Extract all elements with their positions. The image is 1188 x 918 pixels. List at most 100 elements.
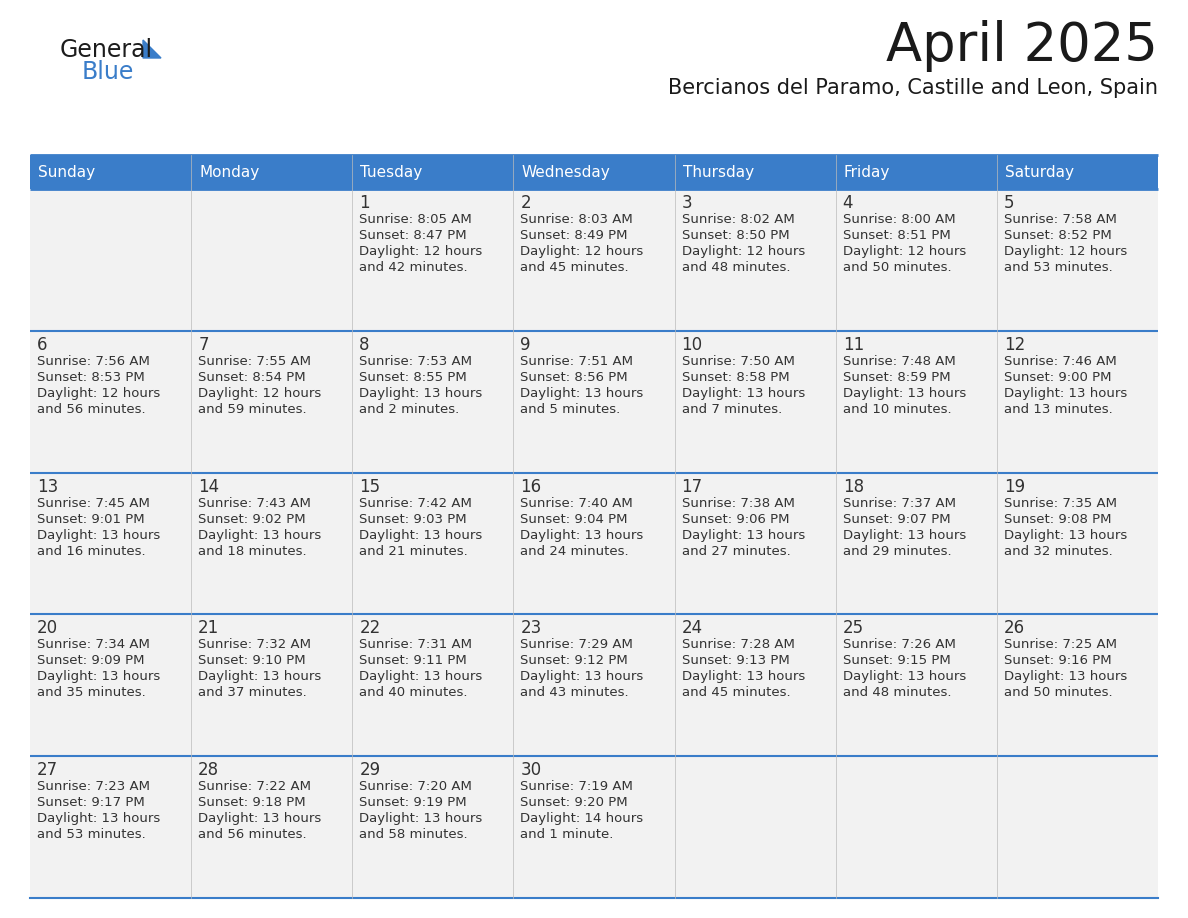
Text: and 48 minutes.: and 48 minutes. xyxy=(842,687,952,700)
Text: Monday: Monday xyxy=(200,164,259,180)
Text: Daylight: 12 hours: Daylight: 12 hours xyxy=(1004,245,1127,258)
Bar xyxy=(675,614,835,756)
Bar xyxy=(997,756,1158,898)
Text: Sunrise: 7:25 AM: Sunrise: 7:25 AM xyxy=(1004,638,1117,652)
Text: Sunset: 8:55 PM: Sunset: 8:55 PM xyxy=(359,371,467,384)
Text: and 40 minutes.: and 40 minutes. xyxy=(359,687,468,700)
Bar xyxy=(30,473,191,614)
Text: Sunrise: 7:51 AM: Sunrise: 7:51 AM xyxy=(520,354,633,368)
Text: Sunset: 8:49 PM: Sunset: 8:49 PM xyxy=(520,229,628,242)
Text: Daylight: 13 hours: Daylight: 13 hours xyxy=(842,529,966,542)
Text: and 1 minute.: and 1 minute. xyxy=(520,828,614,841)
Bar xyxy=(191,189,353,330)
Text: and 2 minutes.: and 2 minutes. xyxy=(359,403,460,416)
Text: Daylight: 13 hours: Daylight: 13 hours xyxy=(1004,386,1127,400)
Text: Sunrise: 7:32 AM: Sunrise: 7:32 AM xyxy=(198,638,311,652)
Bar xyxy=(835,330,997,473)
Bar xyxy=(997,330,1158,473)
Text: 17: 17 xyxy=(682,477,702,496)
Bar xyxy=(353,614,513,756)
Text: Sunset: 9:00 PM: Sunset: 9:00 PM xyxy=(1004,371,1111,384)
Bar xyxy=(191,473,353,614)
Bar xyxy=(675,756,835,898)
Text: Sunset: 9:13 PM: Sunset: 9:13 PM xyxy=(682,655,789,667)
Text: Sunset: 9:10 PM: Sunset: 9:10 PM xyxy=(198,655,305,667)
Text: Sunset: 9:16 PM: Sunset: 9:16 PM xyxy=(1004,655,1112,667)
Bar xyxy=(835,614,997,756)
Bar xyxy=(513,614,675,756)
Bar xyxy=(353,756,513,898)
Bar xyxy=(30,756,191,898)
Text: Blue: Blue xyxy=(82,60,134,84)
Text: Daylight: 12 hours: Daylight: 12 hours xyxy=(842,245,966,258)
Text: Sunset: 8:50 PM: Sunset: 8:50 PM xyxy=(682,229,789,242)
Text: Sunrise: 7:20 AM: Sunrise: 7:20 AM xyxy=(359,780,472,793)
Text: and 50 minutes.: and 50 minutes. xyxy=(1004,687,1112,700)
Text: 10: 10 xyxy=(682,336,702,353)
Bar xyxy=(997,614,1158,756)
Text: Sunrise: 7:48 AM: Sunrise: 7:48 AM xyxy=(842,354,955,368)
Bar xyxy=(835,756,997,898)
Text: 25: 25 xyxy=(842,620,864,637)
Text: and 56 minutes.: and 56 minutes. xyxy=(198,828,307,841)
Text: 14: 14 xyxy=(198,477,220,496)
Text: Bercianos del Paramo, Castille and Leon, Spain: Bercianos del Paramo, Castille and Leon,… xyxy=(668,78,1158,98)
Text: Daylight: 13 hours: Daylight: 13 hours xyxy=(842,386,966,400)
Text: Daylight: 13 hours: Daylight: 13 hours xyxy=(198,670,322,683)
Text: Sunset: 9:17 PM: Sunset: 9:17 PM xyxy=(37,796,145,809)
Text: and 45 minutes.: and 45 minutes. xyxy=(520,261,630,274)
Text: 18: 18 xyxy=(842,477,864,496)
Text: Daylight: 13 hours: Daylight: 13 hours xyxy=(359,812,482,825)
Bar xyxy=(835,189,997,330)
Text: Sunrise: 7:50 AM: Sunrise: 7:50 AM xyxy=(682,354,795,368)
Text: Daylight: 13 hours: Daylight: 13 hours xyxy=(682,529,804,542)
Bar xyxy=(191,756,353,898)
Text: 13: 13 xyxy=(37,477,58,496)
Text: Daylight: 13 hours: Daylight: 13 hours xyxy=(1004,670,1127,683)
Text: Sunrise: 7:26 AM: Sunrise: 7:26 AM xyxy=(842,638,955,652)
Text: Daylight: 13 hours: Daylight: 13 hours xyxy=(198,812,322,825)
Text: Sunrise: 7:55 AM: Sunrise: 7:55 AM xyxy=(198,354,311,368)
Bar xyxy=(30,614,191,756)
Text: Daylight: 13 hours: Daylight: 13 hours xyxy=(682,670,804,683)
Text: Sunset: 9:12 PM: Sunset: 9:12 PM xyxy=(520,655,628,667)
Text: Sunrise: 7:28 AM: Sunrise: 7:28 AM xyxy=(682,638,795,652)
Text: and 21 minutes.: and 21 minutes. xyxy=(359,544,468,557)
Text: and 29 minutes.: and 29 minutes. xyxy=(842,544,952,557)
Text: 5: 5 xyxy=(1004,194,1015,212)
Text: and 10 minutes.: and 10 minutes. xyxy=(842,403,952,416)
Text: Sunrise: 7:45 AM: Sunrise: 7:45 AM xyxy=(37,497,150,509)
Bar xyxy=(997,189,1158,330)
Text: Sunrise: 7:34 AM: Sunrise: 7:34 AM xyxy=(37,638,150,652)
Text: Sunrise: 8:05 AM: Sunrise: 8:05 AM xyxy=(359,213,472,226)
Text: Sunrise: 7:53 AM: Sunrise: 7:53 AM xyxy=(359,354,473,368)
Text: Sunset: 9:04 PM: Sunset: 9:04 PM xyxy=(520,512,628,526)
Text: Sunrise: 7:56 AM: Sunrise: 7:56 AM xyxy=(37,354,150,368)
Text: and 24 minutes.: and 24 minutes. xyxy=(520,544,630,557)
Bar xyxy=(353,189,513,330)
Text: 29: 29 xyxy=(359,761,380,779)
Text: and 7 minutes.: and 7 minutes. xyxy=(682,403,782,416)
Text: 3: 3 xyxy=(682,194,693,212)
Text: Sunset: 8:56 PM: Sunset: 8:56 PM xyxy=(520,371,628,384)
Polygon shape xyxy=(143,40,162,58)
Text: and 59 minutes.: and 59 minutes. xyxy=(198,403,307,416)
Text: Daylight: 13 hours: Daylight: 13 hours xyxy=(359,529,482,542)
Text: 15: 15 xyxy=(359,477,380,496)
Text: 30: 30 xyxy=(520,761,542,779)
Text: Sunset: 9:06 PM: Sunset: 9:06 PM xyxy=(682,512,789,526)
Text: 19: 19 xyxy=(1004,477,1025,496)
Text: 27: 27 xyxy=(37,761,58,779)
Text: Sunrise: 7:40 AM: Sunrise: 7:40 AM xyxy=(520,497,633,509)
Bar xyxy=(30,330,191,473)
Text: Daylight: 12 hours: Daylight: 12 hours xyxy=(682,245,804,258)
Text: Sunrise: 8:03 AM: Sunrise: 8:03 AM xyxy=(520,213,633,226)
Text: 1: 1 xyxy=(359,194,369,212)
Text: and 18 minutes.: and 18 minutes. xyxy=(198,544,307,557)
Text: Sunday: Sunday xyxy=(38,164,95,180)
Text: and 56 minutes.: and 56 minutes. xyxy=(37,403,146,416)
Bar xyxy=(513,756,675,898)
Text: Sunset: 9:18 PM: Sunset: 9:18 PM xyxy=(198,796,305,809)
Bar xyxy=(513,189,675,330)
Text: 12: 12 xyxy=(1004,336,1025,353)
